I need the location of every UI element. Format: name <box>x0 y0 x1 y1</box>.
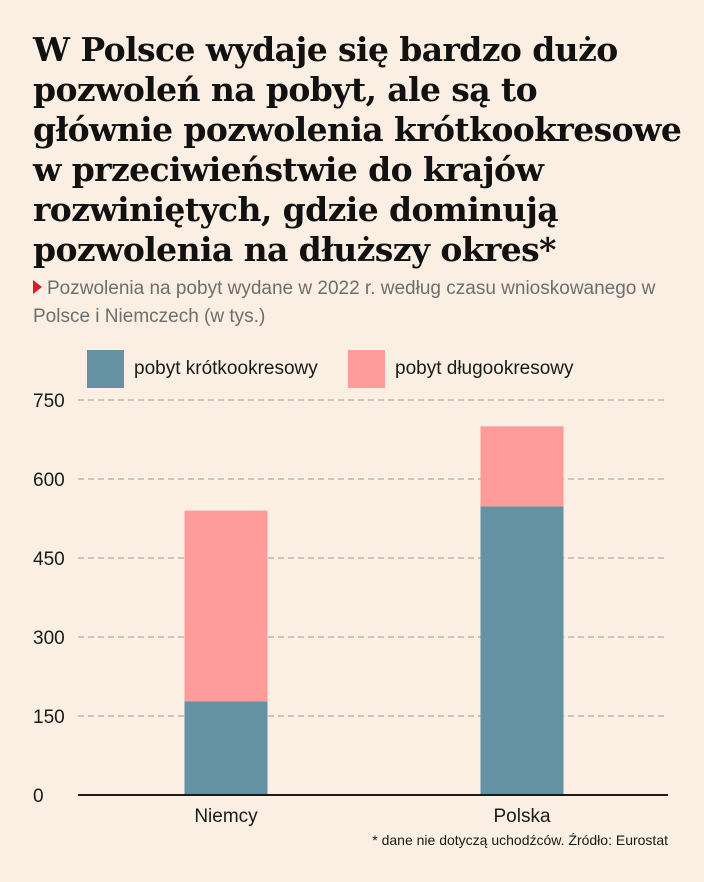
red-triangle-marker-icon <box>33 280 42 294</box>
legend-swatch-long-term <box>348 350 385 388</box>
chart-subtitle: Pozwolenia na pobyt wydane w 2022 r. wed… <box>33 275 683 331</box>
y-tick-label-1: 150 <box>33 707 65 728</box>
chart-title: W Polsce wydaje się bardzo dużo pozwoleń… <box>33 30 682 269</box>
y-tick-label-5: 750 <box>33 391 65 412</box>
bar-chart: 0 150 300 450 600 750 Niemcy Polska <box>33 391 668 827</box>
bar-polska-series-0 <box>480 506 564 795</box>
bar-polska-series-1 <box>480 426 564 507</box>
y-tick-label-4: 600 <box>33 470 65 491</box>
legend-label-short-term: pobyt krótkookresowy <box>134 358 318 379</box>
legend-label-long-term: pobyt długookresowy <box>395 358 574 379</box>
bar-niemcy-series-1 <box>184 510 268 702</box>
footnote: * dane nie dotyczą uchodźców. Źródło: Eu… <box>372 832 668 848</box>
x-tick-label-polska: Polska <box>493 806 550 827</box>
legend-swatch-short-term <box>87 350 124 388</box>
y-tick-label-3: 450 <box>33 549 65 570</box>
chart-subtitle-text: Pozwolenia na pobyt wydane w 2022 r. wed… <box>33 278 656 327</box>
bar-niemcy-series-0 <box>184 701 268 795</box>
x-tick-label-niemcy: Niemcy <box>194 806 258 827</box>
y-tick-label-2: 300 <box>33 628 65 649</box>
y-tick-label-0: 0 <box>33 786 44 807</box>
